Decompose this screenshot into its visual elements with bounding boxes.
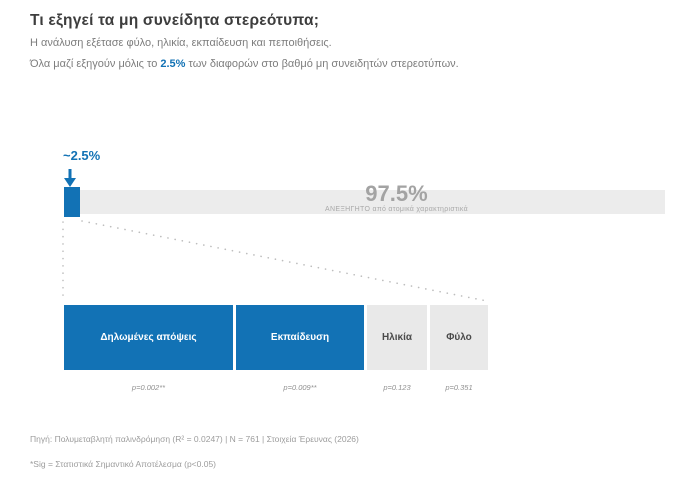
subtitle-summary: Όλα μαζί εξηγούν μόλις το 2.5% των διαφο… (30, 58, 459, 70)
subtitle-summary-suffix: των διαφορών στο βαθμό μη συνειδητών στε… (185, 58, 459, 70)
factor-pvalue: p=0.351 (445, 383, 473, 392)
factor-pvalue: p=0.009** (283, 383, 317, 392)
guide-line-diagonal (81, 220, 488, 302)
source-note: Πηγή: Πολυμεταβλητή παλινδρόμηση (R² = 0… (30, 434, 359, 444)
highlight-percentage: 2.5% (160, 58, 186, 70)
factor-column-education: Εκπαίδευση p=0.009** (236, 305, 364, 392)
subtitle-analysis: Η ανάλυση εξέτασε φύλο, ηλικία, εκπαίδευ… (30, 37, 332, 49)
factor-block-stated-opinions: Δηλωμένες απόψεις (64, 305, 233, 370)
down-arrow-icon (64, 169, 76, 187)
factor-label: Φύλο (446, 332, 472, 343)
factor-block-education: Εκπαίδευση (236, 305, 364, 370)
page-title: Τι εξηγεί τα μη συνείδητα στερεότυπα; (30, 12, 320, 29)
factor-block-age: Ηλικία (367, 305, 427, 370)
unexplained-bar (64, 190, 665, 214)
factor-block-gender: Φύλο (430, 305, 488, 370)
explained-bar (64, 187, 80, 217)
factor-column-stated-opinions: Δηλωμένες απόψεις p=0.002** (64, 305, 233, 392)
factor-label: Ηλικία (381, 332, 413, 343)
factor-pvalue: p=0.002** (131, 383, 166, 392)
factor-label: Εκπαίδευση (270, 332, 330, 343)
factor-column-age: Ηλικία p=0.123 (367, 305, 427, 392)
significance-note: *Sig = Στατιστικά Σημαντικό Αποτέλεσμα (… (30, 459, 217, 469)
explained-percentage-label: ~2.5% (63, 148, 101, 163)
factor-label: Δηλωμένες απόψεις (100, 332, 197, 343)
subtitle-summary-prefix: Όλα μαζί εξηγούν μόλις το (30, 58, 161, 70)
factor-breakdown-bar: Δηλωμένες απόψεις p=0.002** Εκπαίδευση p… (64, 305, 488, 392)
factor-column-gender: Φύλο p=0.351 (430, 305, 488, 392)
factor-pvalue: p=0.123 (383, 383, 411, 392)
